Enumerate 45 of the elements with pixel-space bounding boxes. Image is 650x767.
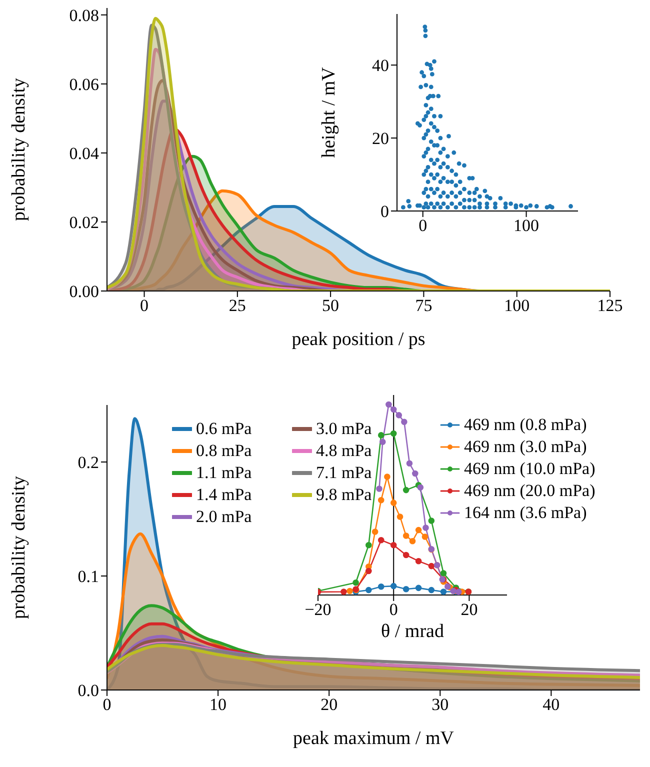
- x-tick-label: 10: [210, 695, 227, 714]
- x-tick-label: 20: [320, 695, 338, 714]
- y-tick-label: 0.08: [69, 6, 99, 25]
- x-tick-label: 30: [432, 695, 449, 714]
- legend-label: 4.8 mPa: [316, 441, 372, 461]
- legend-label: 469 nm (0.8 mPa): [464, 415, 587, 435]
- y-tick-label: 0.1: [78, 567, 99, 586]
- y-tick-label: 0.00: [69, 282, 99, 302]
- x-tick-label: 25: [228, 296, 246, 316]
- legend-label: 1.1 mPa: [196, 463, 252, 483]
- legend-label: 0.6 mPa: [196, 419, 252, 439]
- legend-label: 469 nm (10.0 mPa): [464, 459, 596, 479]
- x-tick-label: 100: [504, 296, 530, 316]
- y-tick-label: 40: [372, 56, 389, 76]
- y-tick-label: 0: [380, 202, 389, 222]
- x-tick-label: 40: [542, 695, 560, 714]
- x-axis-title: θ / mrad: [381, 621, 444, 642]
- legend-label: 164 nm (3.6 mPa): [464, 503, 587, 523]
- x-tick-label: 125: [597, 296, 623, 316]
- legend-label: 0.8 mPa: [196, 441, 252, 461]
- y-tick-label: 20: [372, 129, 389, 148]
- y-tick-label: 0.04: [69, 144, 100, 163]
- legend-label: 7.1 mPa: [316, 463, 372, 483]
- x-tick-label: 20: [460, 600, 478, 620]
- y-axis-title: height / mV: [318, 66, 340, 158]
- y-tick-label: 0.2: [78, 453, 99, 472]
- legend-label: 2.0 mPa: [196, 507, 252, 527]
- x-axis-title: peak position / ps: [292, 329, 426, 350]
- x-tick-label: 0: [140, 296, 149, 316]
- y-tick-label: 0.02: [69, 213, 99, 232]
- y-axis-title: probability density: [8, 78, 30, 222]
- y-tick-label: 0.0: [78, 681, 99, 700]
- legend-label: 1.4 mPa: [196, 485, 252, 505]
- x-tick-label: 0: [102, 695, 112, 714]
- x-axis-title: peak maximum / mV: [293, 728, 454, 749]
- legend-label: 3.0 mPa: [316, 419, 372, 439]
- legend-label: 469 nm (20.0 mPa): [464, 481, 596, 501]
- legend-label: 9.8 mPa: [316, 485, 372, 505]
- x-tick-label: 75: [415, 296, 432, 316]
- x-tick-label: 100: [514, 216, 540, 236]
- x-tick-label: 50: [322, 296, 340, 316]
- y-tick-label: 0.06: [69, 74, 99, 94]
- legend-label: 469 nm (3.0 mPa): [464, 437, 587, 457]
- x-tick-label: −20: [304, 600, 332, 620]
- y-axis-title: probability density: [8, 476, 30, 620]
